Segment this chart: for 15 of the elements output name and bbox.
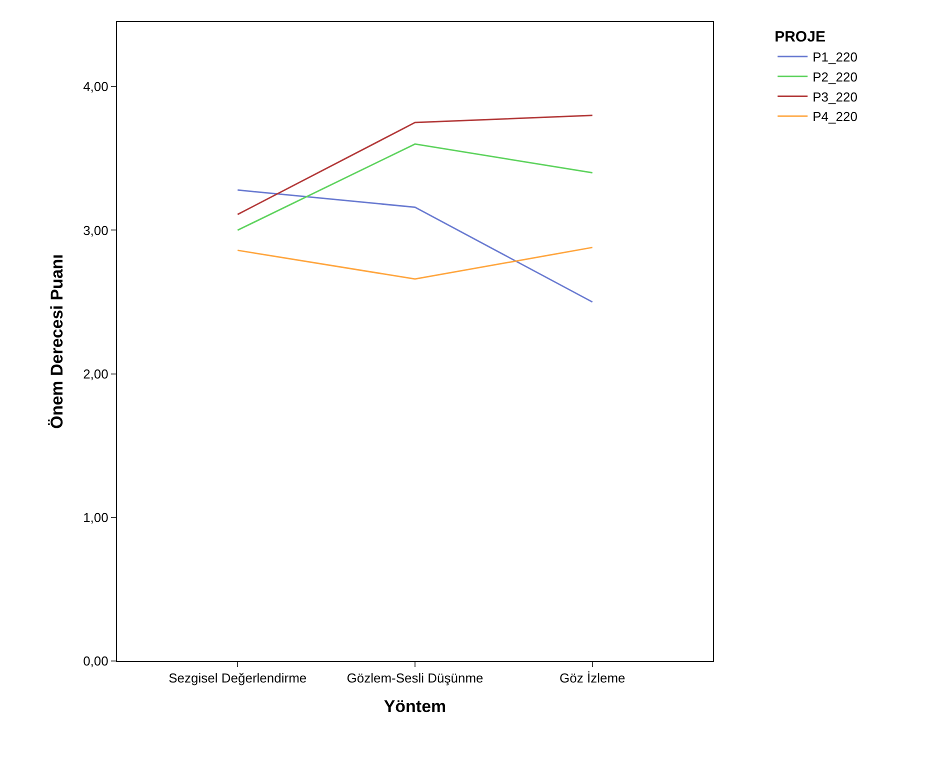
legend-label: P4_220 — [812, 109, 858, 124]
y-tick-label: 1,00 — [83, 510, 108, 525]
legend-title: PROJE — [774, 28, 826, 46]
y-tick-label: 3,00 — [83, 222, 108, 238]
x-tick-label: Göz İzleme — [560, 670, 626, 686]
legend-label: P3_220 — [812, 89, 858, 104]
x-tick-label: Gözlem-Sesli Düşünme — [346, 670, 484, 686]
legend-label: P1_220 — [812, 50, 858, 65]
x-axis-title: Yöntem — [384, 697, 446, 716]
y-tick-label: 4,00 — [83, 79, 108, 94]
y-tick-label: 2,00 — [83, 366, 108, 382]
y-axis-title: Önem Derecesi Puanı — [48, 254, 67, 429]
x-tick-label: Sezgisel Değerlendirme — [168, 670, 307, 686]
y-tick-label: 0,00 — [83, 654, 108, 669]
legend-label: P2_220 — [812, 69, 858, 84]
